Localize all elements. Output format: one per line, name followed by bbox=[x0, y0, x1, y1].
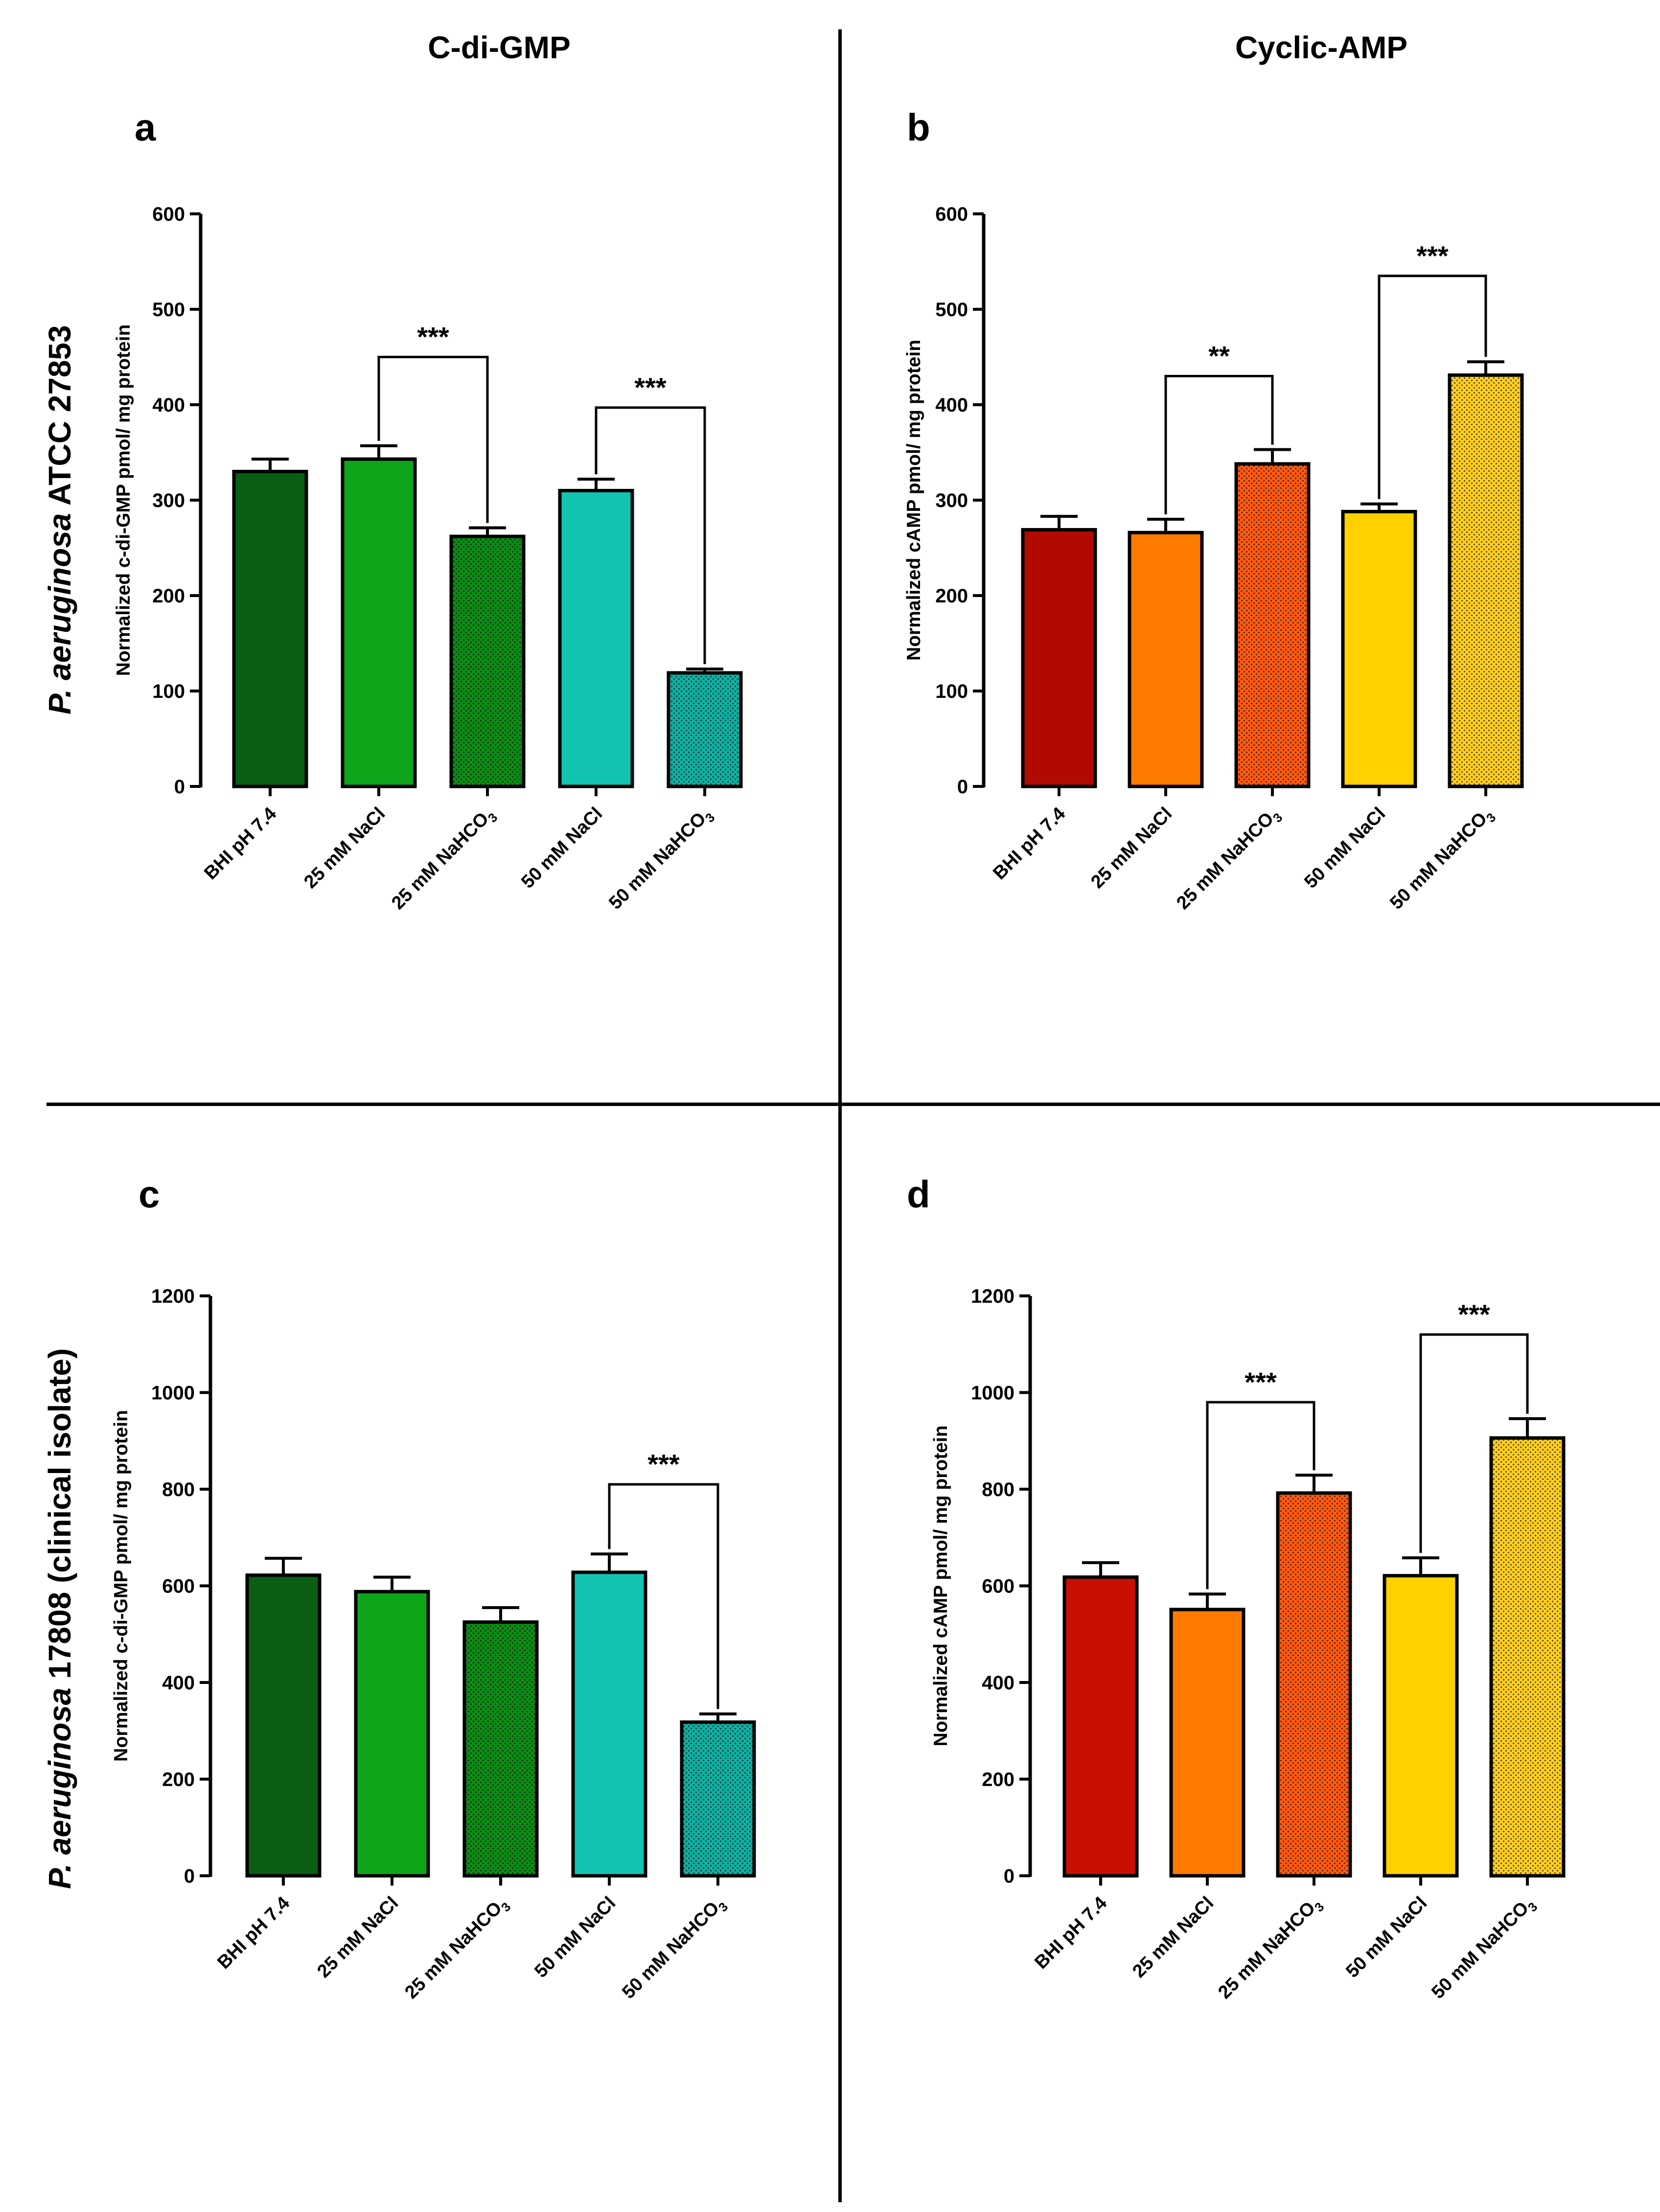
y-tick-label: 800 bbox=[982, 1479, 1014, 1500]
bar bbox=[1062, 1575, 1139, 1878]
y-tick-label: 0 bbox=[174, 776, 185, 798]
y-tick-label: 200 bbox=[935, 585, 968, 607]
category-label: 25 mM NaHCO3 bbox=[1214, 1893, 1327, 2005]
y-axis-title: Normalized c-di-GMP pmol/ mg protein bbox=[111, 1410, 132, 1762]
y-tick-label: 500 bbox=[152, 299, 185, 321]
bar bbox=[558, 489, 634, 788]
panel-letter-a: a bbox=[135, 106, 156, 149]
bar bbox=[1448, 373, 1524, 788]
bar bbox=[1021, 528, 1097, 788]
y-tick-label: 1000 bbox=[151, 1382, 195, 1404]
y-axis-title: Normalized cAMP pmol/ mg protein bbox=[930, 1426, 951, 1747]
bar bbox=[680, 1720, 756, 1878]
significance-label: *** bbox=[1416, 240, 1449, 271]
y-axis-title: Normalized cAMP pmol/ mg protein bbox=[903, 340, 924, 661]
y-tick-label: 300 bbox=[152, 490, 185, 511]
bar bbox=[462, 1620, 539, 1878]
bar bbox=[1128, 530, 1204, 788]
significance-bracket bbox=[608, 1483, 719, 1709]
significance-bracket bbox=[595, 406, 706, 665]
bar bbox=[1169, 1608, 1245, 1878]
y-tick-label: 400 bbox=[152, 394, 185, 416]
column-header-cdigmp: C-di-GMP bbox=[428, 30, 571, 65]
panel-letter-b: b bbox=[907, 106, 930, 149]
bar bbox=[1489, 1436, 1566, 1878]
y-tick-label: 500 bbox=[935, 299, 968, 321]
y-tick-label: 600 bbox=[935, 204, 968, 225]
bar bbox=[1234, 462, 1311, 788]
bar bbox=[341, 457, 417, 788]
significance-label: *** bbox=[634, 372, 667, 403]
significance-label: *** bbox=[1245, 1366, 1277, 1397]
significance-label: *** bbox=[1458, 1299, 1490, 1330]
bar bbox=[354, 1590, 430, 1878]
y-tick-label: 400 bbox=[935, 394, 968, 416]
y-tick-label: 1200 bbox=[971, 1286, 1014, 1307]
y-tick-label: 600 bbox=[982, 1576, 1014, 1597]
significance-bracket bbox=[377, 356, 489, 523]
bar bbox=[667, 671, 743, 788]
significance-bracket bbox=[1419, 1333, 1529, 1553]
bar bbox=[232, 470, 308, 788]
y-tick-label: 1200 bbox=[151, 1286, 195, 1307]
category-label: 50 mM NaHCO3 bbox=[1428, 1893, 1540, 2005]
significance-bracket bbox=[1164, 375, 1274, 514]
significance-label: *** bbox=[647, 1449, 680, 1479]
vertical-divider bbox=[838, 29, 842, 2202]
y-tick-label: 100 bbox=[152, 681, 185, 702]
category-label: 25 mM NaCl bbox=[1129, 1893, 1218, 1982]
y-tick-label: 200 bbox=[982, 1769, 1014, 1791]
y-tick-label: 400 bbox=[982, 1672, 1014, 1694]
y-tick-label: 0 bbox=[184, 1866, 195, 1887]
bar bbox=[449, 534, 526, 788]
category-label: BHI pH 7.4 bbox=[1031, 1893, 1111, 1973]
y-tick-label: 200 bbox=[162, 1769, 195, 1791]
significance-label: ** bbox=[1208, 341, 1230, 371]
panel-letter-d: d bbox=[907, 1173, 930, 1216]
bar bbox=[571, 1570, 647, 1878]
significance-label: *** bbox=[417, 322, 449, 352]
panel-letter-c: c bbox=[138, 1173, 160, 1216]
category-label: 50 mM NaCl bbox=[1342, 1893, 1431, 1982]
y-tick-label: 0 bbox=[957, 776, 968, 798]
y-tick-label: 600 bbox=[152, 204, 185, 225]
bar bbox=[245, 1573, 322, 1878]
y-tick-label: 300 bbox=[935, 490, 968, 511]
significance-bracket bbox=[1378, 275, 1487, 499]
y-tick-label: 100 bbox=[935, 681, 968, 702]
y-axis-title: Normalized c-di-GMP pmol/ mg protein bbox=[113, 324, 134, 676]
column-header-camp: Cyclic-AMP bbox=[1235, 30, 1408, 65]
y-tick-label: 800 bbox=[162, 1479, 195, 1500]
bar bbox=[1383, 1574, 1459, 1878]
y-tick-label: 0 bbox=[1004, 1866, 1014, 1887]
y-tick-label: 1000 bbox=[971, 1382, 1014, 1404]
y-tick-label: 400 bbox=[162, 1672, 195, 1694]
horizontal-divider bbox=[46, 1103, 1660, 1106]
significance-bracket bbox=[1206, 1401, 1315, 1590]
y-tick-label: 200 bbox=[152, 585, 185, 607]
y-tick-label: 600 bbox=[162, 1576, 195, 1597]
bar bbox=[1276, 1491, 1352, 1878]
